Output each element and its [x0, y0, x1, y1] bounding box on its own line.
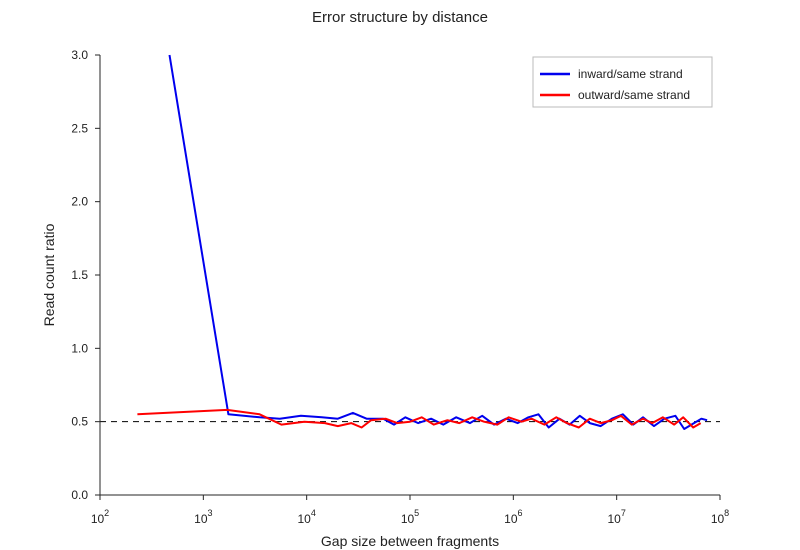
legend-label-outward: outward/same strand — [578, 88, 690, 102]
y-tick-label: 1.5 — [71, 268, 88, 282]
x-axis-label: Gap size between fragments — [321, 533, 499, 549]
y-axis-label: Read count ratio — [41, 223, 57, 326]
x-tick-label: 108 — [711, 508, 729, 526]
legend-box — [532, 56, 713, 108]
y-tick-label: 3.0 — [71, 48, 88, 62]
x-tick-label: 103 — [194, 508, 212, 526]
y-tick-label: 0.0 — [71, 488, 88, 502]
x-axis-ticks: 102 103 104 105 106 107 108 — [91, 495, 729, 526]
chart-title: Error structure by distance — [312, 9, 488, 26]
y-tick-label: 1.0 — [71, 341, 88, 355]
x-tick-label: 107 — [607, 508, 625, 526]
series-line-outward-same-strand — [137, 408, 702, 429]
y-axis-ticks: 0.0 0.5 1.0 1.5 2.0 2.5 3.0 — [71, 48, 100, 502]
x-tick-label: 106 — [504, 508, 522, 526]
x-tick-label: 104 — [297, 508, 315, 526]
x-tick-label: 105 — [401, 508, 419, 526]
legend-label-inward: inward/same strand — [578, 67, 683, 81]
plot-area — [100, 54, 720, 430]
series-line-inward-same-strand — [168, 54, 708, 430]
y-tick-label: 2.5 — [71, 121, 88, 135]
x-tick-label: 102 — [91, 508, 109, 526]
legend: inward/same strand outward/same strand — [532, 56, 713, 108]
y-tick-label: 0.5 — [71, 415, 88, 429]
y-tick-label: 2.0 — [71, 195, 88, 209]
